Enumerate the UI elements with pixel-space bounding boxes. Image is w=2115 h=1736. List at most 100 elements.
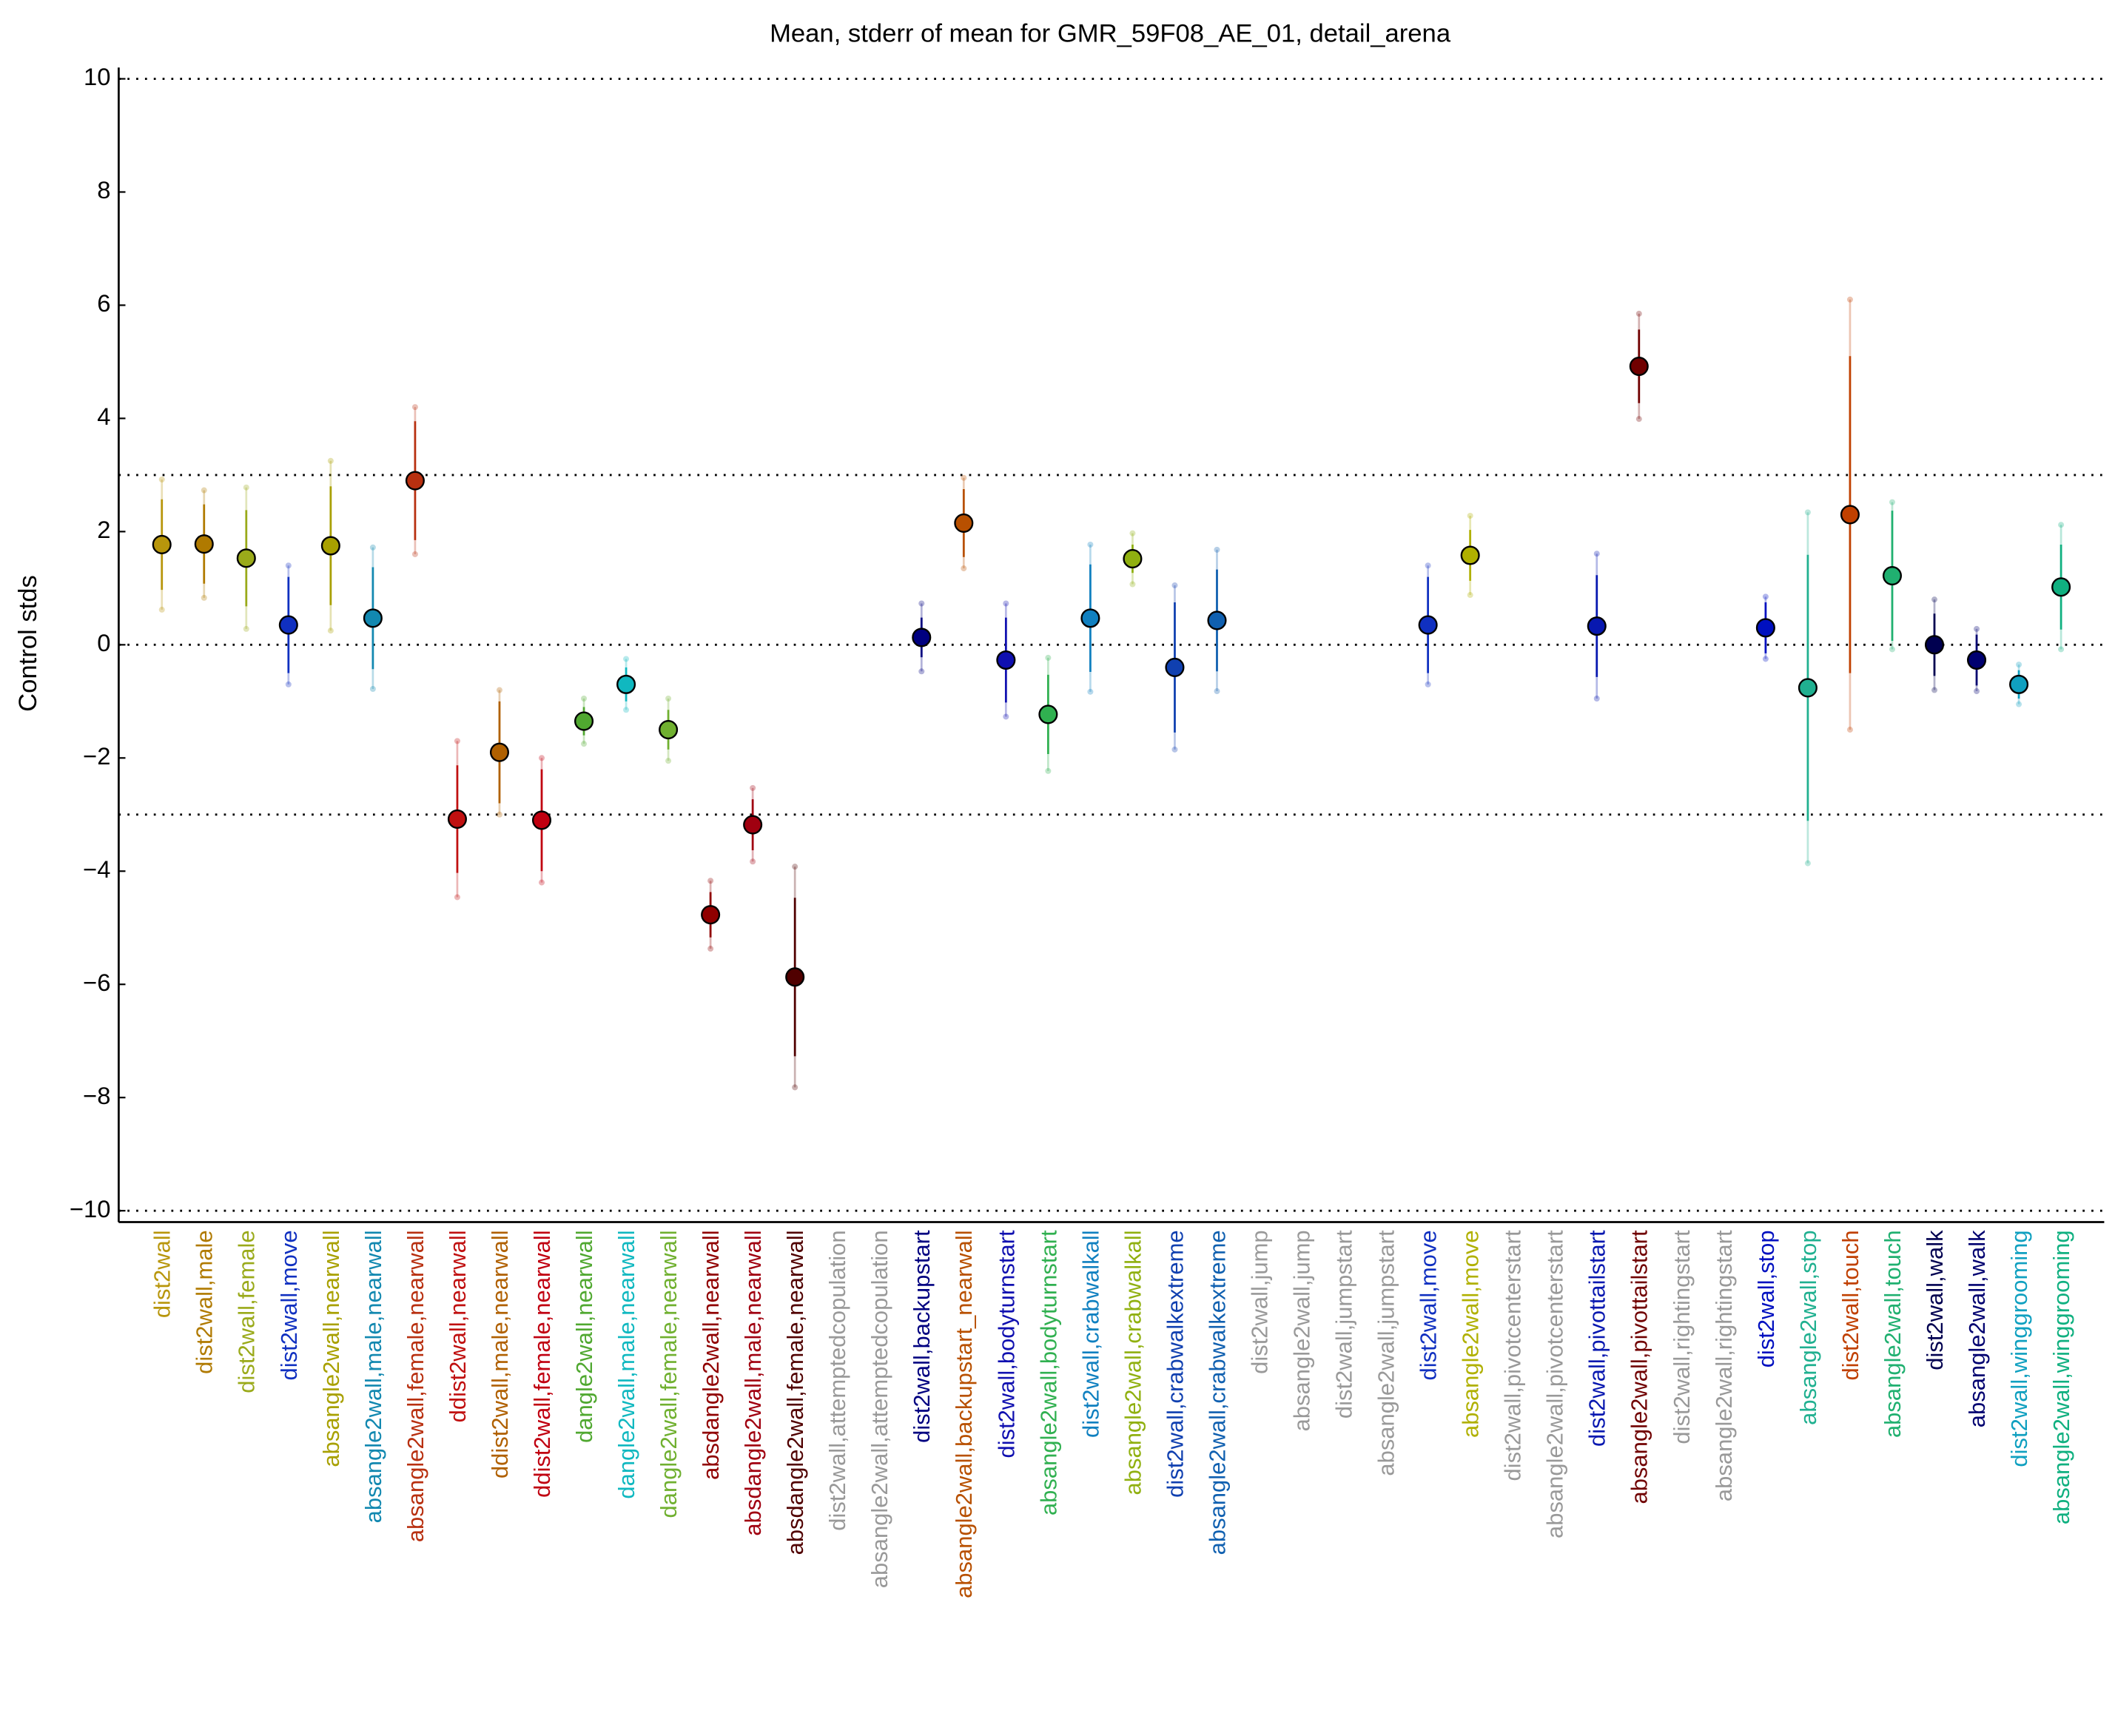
y-tick-label: 0: [97, 629, 110, 656]
x-tick-label: dist2wall,jumpstart: [1331, 1230, 1357, 1419]
spread-end: [1846, 296, 1853, 303]
x-tick-label: dist2wall,crabwalkall: [1077, 1230, 1103, 1438]
mean-marker: [659, 720, 679, 740]
spread-end: [158, 477, 165, 483]
x-tick-label: dist2wall,pivotcenterstart: [1500, 1230, 1526, 1481]
x-tick-label: ddist2wall,female,nearwall: [529, 1230, 555, 1497]
mean-marker: [405, 471, 425, 491]
spread-end: [1762, 656, 1769, 662]
spread-end: [1974, 625, 1980, 632]
spread-end: [918, 600, 925, 607]
y-tick-label: −4: [83, 855, 110, 883]
x-tick-label: dist2wall,walk: [1922, 1230, 1948, 1370]
spread-end: [1129, 530, 1136, 536]
mean-marker: [363, 608, 383, 628]
mean-marker: [912, 628, 932, 647]
spread-end: [750, 858, 756, 865]
mean-marker: [320, 536, 340, 556]
x-tick-label: absdangle2wall,male,nearwall: [740, 1230, 766, 1535]
mean-marker: [1038, 704, 1058, 724]
x-tick-label: absangle2wall,jumpstart: [1373, 1230, 1399, 1476]
spread-end: [496, 687, 502, 693]
y-tick-label: 6: [97, 289, 110, 317]
spread-end: [1593, 695, 1600, 702]
spread-end: [2058, 646, 2065, 653]
spread-end: [411, 404, 418, 411]
spread-end: [1846, 727, 1853, 733]
spread-end: [1931, 596, 1938, 603]
mean-marker: [2009, 674, 2029, 694]
x-tick-label: absangle2wall,crabwalkextreme: [1204, 1230, 1230, 1555]
spread-end: [1635, 416, 1642, 423]
spread-end: [285, 681, 292, 687]
spread-end: [707, 878, 714, 884]
x-tick-label: dist2wall,pivottailstart: [1584, 1230, 1610, 1447]
x-tick-label: dist2wall,move: [276, 1230, 302, 1380]
mean-marker: [1840, 505, 1860, 525]
mean-marker: [954, 513, 974, 533]
spread-end: [1593, 551, 1600, 557]
spread-end: [327, 457, 334, 464]
x-tick-label: absdangle2wall,nearwall: [698, 1230, 724, 1479]
spread-end: [2016, 701, 2022, 707]
spread-end: [1931, 687, 1938, 693]
spread-end: [1003, 713, 1009, 720]
x-tick-label: dist2wall,jump: [1246, 1230, 1272, 1374]
spread-end: [581, 695, 588, 702]
mean-marker: [1418, 615, 1438, 635]
spread-end: [1889, 646, 1895, 653]
y-tick-label: −8: [83, 1082, 110, 1109]
spread-end: [1129, 581, 1136, 588]
mean-marker: [785, 967, 805, 987]
spread-end: [581, 741, 588, 747]
spread-end: [1214, 688, 1220, 695]
spread-end: [327, 628, 334, 634]
spread-end: [1762, 593, 1769, 600]
mean-marker: [996, 650, 1016, 670]
mean-marker: [531, 810, 552, 830]
y-tick-label: 4: [97, 403, 110, 430]
mean-marker: [447, 809, 467, 829]
spread-end: [2016, 662, 2022, 668]
mean-marker: [1123, 549, 1143, 569]
spread-end: [1804, 860, 1811, 867]
mean-marker: [489, 742, 509, 762]
x-tick-label: absangle2wall,attemptedcopulation: [867, 1230, 892, 1588]
mean-marker: [2051, 577, 2071, 597]
spread-end: [750, 784, 756, 791]
mean-marker: [1587, 616, 1607, 636]
mean-marker: [1755, 618, 1775, 638]
x-tick-label: absangle2wall,female,nearwall: [403, 1230, 428, 1542]
x-tick-label: absangle2wall,backupstart_nearwall: [951, 1230, 977, 1598]
y-tick-label: −10: [70, 1195, 111, 1222]
mean-marker: [278, 615, 298, 635]
x-tick-label: absangle2wall,pivotcenterstart: [1542, 1230, 1568, 1538]
spread-end: [243, 484, 249, 491]
spread-end: [1804, 509, 1811, 516]
spread-end: [961, 565, 967, 572]
spread-end: [707, 946, 714, 952]
x-tick-label: dist2wall,rightingstart: [1669, 1230, 1695, 1444]
y-tick-label: −2: [83, 742, 110, 770]
spread-end: [201, 594, 207, 601]
x-tick-label: dist2wall,attemptedcopulation: [824, 1230, 850, 1530]
x-tick-label: dist2wall,crabwalkextreme: [1162, 1230, 1188, 1497]
mean-marker: [743, 815, 763, 835]
spread-end: [1171, 746, 1178, 753]
y-axis-label: Control stds: [14, 575, 42, 712]
x-tick-label: absdangle2wall,female,nearwall: [782, 1230, 808, 1555]
spread-end: [496, 811, 502, 818]
x-tick-label: absangle2wall,move: [1458, 1230, 1484, 1438]
spread-end: [1635, 310, 1642, 317]
spread-end: [623, 656, 630, 662]
spread-end: [369, 685, 376, 693]
spread-end: [158, 606, 165, 613]
x-tick-label: dist2wall,male: [192, 1230, 218, 1374]
spread-end: [1214, 546, 1220, 553]
mean-marker: [152, 534, 172, 555]
spread-end: [1467, 592, 1473, 599]
spread-end: [961, 474, 967, 481]
x-tick-label: absangle2wall,pivottailstart: [1627, 1230, 1652, 1504]
